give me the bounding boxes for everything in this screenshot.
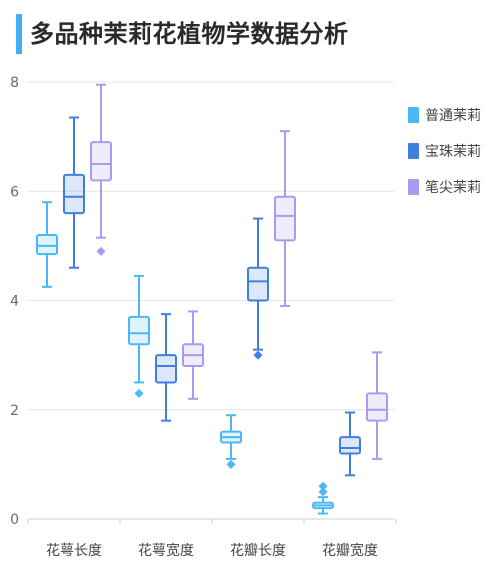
box-1-1-iqr [36, 233, 58, 256]
y-tick-label-8: 8 [10, 75, 19, 91]
title-accent-bar [16, 14, 22, 54]
x-category-label: 花瓣宽度 [322, 542, 378, 559]
box-1-4-outlier-1 [318, 487, 328, 497]
box-3-4-iqr [366, 392, 388, 422]
box-1-3-outlier-1 [226, 459, 236, 469]
legend-swatch-3 [408, 179, 419, 195]
x-category-label: 花瓣长度 [230, 543, 286, 559]
x-category-label: 花萼长度 [46, 543, 102, 559]
legend-label-3: 笔尖茉莉 [425, 179, 481, 196]
x-category-label: 花萼宽度 [138, 542, 194, 559]
legend-swatch-1 [408, 107, 419, 123]
box-2-3-outlier-1 [253, 350, 263, 360]
y-tick-label-6: 6 [10, 184, 19, 200]
box-2-2-iqr [155, 354, 177, 384]
legend-label-1: 普通茉莉 [425, 107, 481, 124]
box-2-4-iqr [339, 436, 361, 455]
y-tick-label-0: 0 [10, 512, 19, 528]
y-tick-label-2: 2 [10, 403, 19, 419]
box-1-2-outlier-1 [134, 388, 144, 398]
y-tick-label-4: 4 [10, 294, 19, 310]
box-1-4-outlier-2 [318, 481, 328, 491]
box-3-3-iqr [274, 195, 296, 242]
box-3-1-outlier-1 [96, 246, 106, 256]
legend-label-2: 宝珠茉莉 [425, 143, 481, 160]
box-2-1-iqr [63, 173, 85, 215]
box-2-3-iqr [247, 266, 269, 302]
legend-swatch-2 [408, 143, 419, 159]
box-1-2-iqr [128, 315, 150, 346]
chart-title: 多品种茉莉花植物学数据分析 [30, 20, 349, 48]
box-3-1-iqr [90, 141, 112, 182]
